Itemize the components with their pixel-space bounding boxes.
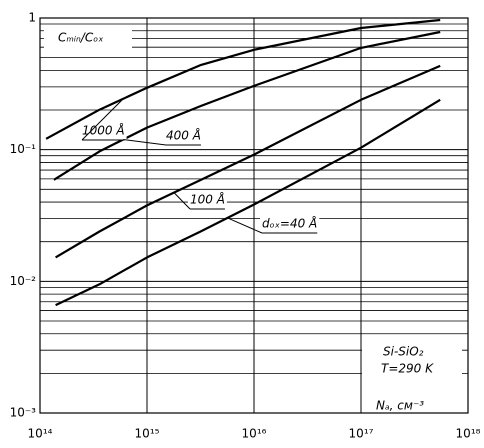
y-tick-label: 10⁻¹: [10, 142, 37, 156]
curve-label-bg: [164, 127, 203, 145]
curve: [55, 98, 441, 307]
x-tick-label: 10¹⁵: [135, 427, 160, 441]
curve-label: 100 Å: [190, 192, 225, 207]
y-tick-label: 10⁻³: [10, 406, 37, 420]
x-tick-label: 10¹⁶: [242, 427, 267, 441]
leader-line: [173, 192, 191, 210]
y-tick-label: 10⁻²: [10, 274, 37, 288]
x-tick-label: 10¹⁷: [349, 427, 374, 441]
annotation: Si-SiO₂: [383, 345, 424, 359]
curve: [53, 30, 441, 181]
plot-frame: [39, 17, 469, 414]
leader-line: [81, 98, 124, 141]
y-axis-label: Cₘᵢₙ/Cₒₓ: [58, 31, 104, 45]
y-label-box: [44, 28, 132, 48]
x-tick-label: 10¹⁸: [456, 427, 481, 441]
x-label-box: [370, 398, 430, 412]
leader-line: [227, 217, 263, 234]
curve: [45, 18, 441, 140]
y-tick-label: 1: [28, 11, 36, 25]
curve-label-bg: [260, 215, 320, 233]
curve: [55, 64, 441, 259]
curve-label: dₒₓ=40 Å: [262, 216, 317, 231]
curve-label: 1000 Å: [82, 123, 125, 138]
curve-label-bg: [188, 191, 227, 209]
curve-label: 400 Å: [166, 128, 201, 143]
annotation: T=290 K: [381, 362, 434, 376]
leader-line: [123, 139, 167, 146]
curve-label-bg: [80, 122, 127, 140]
curves: [45, 18, 441, 307]
x-axis-label: Nₐ, см⁻³: [376, 399, 424, 413]
x-tick-label: 10¹⁴: [28, 427, 53, 441]
annotation-box: [362, 340, 462, 380]
